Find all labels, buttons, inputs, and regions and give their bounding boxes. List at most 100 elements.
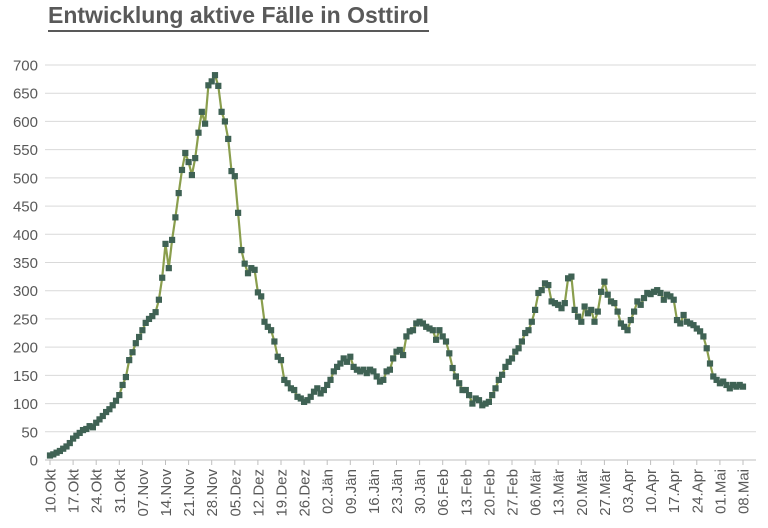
- data-point-marker: [149, 313, 156, 320]
- data-point-marker: [423, 323, 430, 330]
- data-point-marker: [713, 376, 720, 383]
- data-point-marker: [472, 395, 479, 402]
- data-point-marker: [522, 329, 529, 337]
- data-point-marker: [353, 366, 360, 373]
- data-point-marker: [703, 345, 710, 352]
- data-point-marker: [670, 296, 677, 303]
- x-tick-label: 08.Mai: [736, 469, 753, 514]
- data-point-marker: [687, 320, 694, 327]
- y-tick-label: 100: [13, 396, 38, 413]
- data-point-marker: [284, 380, 291, 387]
- data-point-marker: [211, 72, 219, 79]
- data-point-marker: [611, 300, 618, 307]
- data-point-marker: [581, 303, 588, 310]
- data-point-marker: [578, 318, 585, 325]
- x-tick-label: 02.Jän: [320, 469, 337, 514]
- data-point-marker: [584, 310, 591, 317]
- data-point-marker: [466, 392, 473, 399]
- data-point-marker: [726, 385, 733, 392]
- data-point-marker: [462, 386, 469, 394]
- data-point-marker: [419, 320, 426, 327]
- data-point-marker: [532, 306, 539, 313]
- data-point-marker: [79, 426, 87, 434]
- x-axis-ticks: [49, 460, 744, 465]
- y-tick-label: 650: [13, 86, 38, 103]
- data-point-marker: [228, 167, 235, 175]
- data-point-marker: [591, 318, 598, 325]
- data-point-marker: [281, 376, 288, 383]
- data-point-marker: [617, 320, 624, 327]
- data-point-marker: [657, 289, 664, 297]
- y-tick-label: 150: [13, 368, 38, 385]
- data-point-marker: [640, 294, 648, 302]
- data-point-marker: [231, 173, 238, 180]
- y-tick-label: 250: [13, 311, 38, 328]
- data-point-marker: [693, 325, 700, 332]
- data-point-marker: [301, 398, 308, 405]
- data-point-marker: [433, 336, 440, 343]
- data-point-marker: [541, 280, 549, 287]
- x-tick-label: 27.Mär: [597, 469, 614, 516]
- data-point-marker: [139, 327, 146, 334]
- x-tick-label: 23.Jän: [389, 469, 406, 514]
- data-point-marker: [360, 366, 367, 373]
- y-tick-label: 200: [13, 340, 38, 357]
- data-point-marker: [710, 373, 717, 380]
- data-point-marker: [482, 400, 489, 407]
- data-point-marker: [304, 397, 311, 404]
- x-tick-label: 01.Mai: [712, 469, 729, 514]
- data-point-marker: [145, 315, 153, 323]
- x-tick-label: 03.Apr: [620, 469, 637, 513]
- data-point-marker: [456, 380, 463, 387]
- data-point-marker: [469, 400, 476, 407]
- data-point-marker: [175, 189, 182, 197]
- x-tick-label: 13.Mär: [551, 469, 568, 516]
- data-point-marker: [413, 320, 420, 327]
- data-point-marker: [535, 289, 542, 297]
- x-tick-label: 14.Nov: [158, 469, 175, 517]
- data-point-marker: [706, 360, 714, 367]
- data-point-marker: [400, 351, 407, 359]
- data-point-marker: [86, 423, 93, 430]
- data-point-marker: [297, 395, 304, 402]
- gridlines: [45, 64, 756, 461]
- x-tick-label: 30.Jän: [412, 469, 429, 514]
- data-point-marker: [334, 363, 341, 370]
- data-point-marker: [188, 171, 195, 179]
- data-point-marker: [271, 338, 278, 345]
- data-point-marker: [436, 327, 443, 334]
- data-point-marker: [485, 398, 492, 405]
- data-point-marker: [205, 82, 212, 89]
- data-point-marker: [370, 368, 377, 375]
- data-point-marker: [561, 300, 568, 307]
- data-point-marker: [627, 316, 634, 324]
- data-point-marker: [667, 293, 674, 300]
- data-point-marker: [192, 155, 199, 162]
- data-point-marker: [307, 393, 314, 400]
- data-point-marker: [136, 333, 143, 341]
- data-point-marker: [291, 386, 298, 394]
- data-point-marker: [601, 278, 608, 285]
- data-point-marker: [442, 338, 450, 345]
- series-line: [48, 74, 745, 457]
- data-point-marker: [310, 388, 318, 395]
- data-point-marker: [367, 366, 374, 373]
- data-point-marker: [508, 355, 516, 362]
- data-point-marker: [66, 439, 73, 447]
- data-point-marker: [350, 363, 357, 370]
- data-point-marker: [324, 381, 331, 389]
- data-point-marker: [264, 323, 271, 330]
- data-point-marker: [426, 325, 433, 332]
- data-point-marker: [93, 419, 100, 426]
- x-tick-label: 20.Mär: [574, 469, 591, 516]
- x-tick-label: 31.Okt: [112, 468, 129, 513]
- data-point-marker: [409, 327, 417, 334]
- data-point-marker: [165, 265, 172, 272]
- data-point-marker: [548, 298, 555, 305]
- data-point-marker: [103, 408, 110, 416]
- data-point-marker: [654, 287, 661, 294]
- data-point-marker: [631, 308, 638, 315]
- data-point-marker: [683, 318, 690, 325]
- data-point-marker: [739, 383, 747, 390]
